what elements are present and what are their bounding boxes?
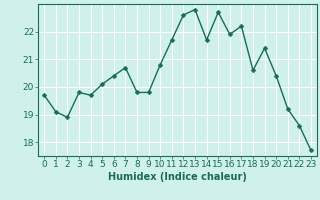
X-axis label: Humidex (Indice chaleur): Humidex (Indice chaleur) (108, 172, 247, 182)
